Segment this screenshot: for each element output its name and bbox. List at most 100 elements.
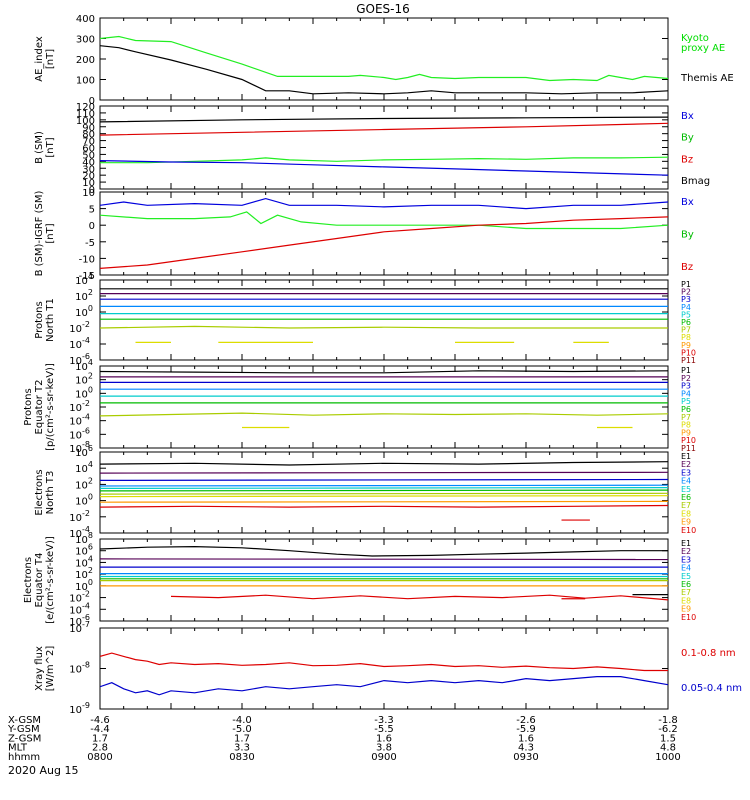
footer-table: X-GSM -4.6 -4.0 -3.3 -2.6 -1.8 Y-GSM -4.4 -5.0 -5… bbox=[7, 715, 681, 763]
footer-value: -3.3 bbox=[374, 715, 394, 726]
series-line-e7 bbox=[100, 492, 668, 495]
series-line-e6 bbox=[100, 489, 668, 492]
y-tick-label: 100 bbox=[75, 493, 93, 508]
y-tick-label: 300 bbox=[76, 35, 95, 46]
footer-value: 4.3 bbox=[518, 743, 534, 754]
footer-value: -5.5 bbox=[374, 724, 394, 735]
y-axis-label: Xray flux bbox=[34, 646, 45, 691]
series-line-e2 bbox=[100, 558, 668, 561]
y-axis-label: [nT] bbox=[45, 137, 56, 157]
series-line-bx bbox=[100, 197, 668, 210]
legend-entry: E4 bbox=[681, 477, 691, 486]
legend-entry: P8 bbox=[681, 333, 691, 342]
y-axis-label: Electrons bbox=[23, 557, 34, 603]
legend-entry: P5 bbox=[681, 397, 691, 406]
legend-entry: P4 bbox=[681, 303, 691, 312]
legend-entry: E8 bbox=[681, 596, 691, 605]
y-axis-label: Electrons bbox=[34, 469, 45, 515]
series-line-e1 bbox=[100, 461, 668, 466]
panel-frame bbox=[99, 365, 669, 449]
legend-entry: E4 bbox=[681, 564, 691, 573]
legend-entry: E7 bbox=[681, 501, 691, 510]
series-line-e3 bbox=[100, 478, 668, 481]
legend-entry: Kyoto bbox=[681, 33, 709, 44]
y-tick-label: 90 bbox=[82, 123, 95, 134]
legend-entry: P7 bbox=[681, 326, 691, 335]
series-group bbox=[100, 370, 668, 429]
footer-value: 1.7 bbox=[92, 733, 108, 744]
legend-entry: P2 bbox=[681, 374, 691, 383]
footer-row-label: hhmm bbox=[8, 752, 40, 763]
legend-entry: E1 bbox=[681, 452, 691, 461]
footer-value: -2.6 bbox=[516, 715, 536, 726]
legend-entry: P8 bbox=[681, 421, 691, 430]
legend-entry: E2 bbox=[681, 460, 691, 469]
y-tick-label: 100 bbox=[76, 116, 95, 127]
chart-title: GOES-16 bbox=[356, 2, 410, 16]
footer-value: 3.8 bbox=[376, 743, 392, 754]
y-axis-label: [W/m^2] bbox=[45, 646, 56, 692]
y-axis-label: [p/(cm²-s-sr-keV)] bbox=[45, 363, 56, 451]
legend-entry: By bbox=[681, 230, 694, 241]
series-line-0-1-0-8-nm bbox=[100, 652, 668, 672]
y-tick-label: 110 bbox=[76, 109, 95, 120]
y-tick-label: 70 bbox=[82, 137, 95, 148]
panel-bsmigrf: -15 -10 -5 0 5 10 B (SM)-IGRF (SM) [nT] Bx By Bz bbox=[34, 188, 694, 282]
series-line-p1 bbox=[100, 370, 668, 374]
footer-value: -1.8 bbox=[658, 715, 678, 726]
series-group bbox=[100, 116, 668, 176]
y-axis-label: Equator T2 bbox=[34, 380, 45, 435]
y-axis-label: B (SM)-IGRF (SM) bbox=[34, 191, 45, 277]
y-tick-label: 80 bbox=[82, 130, 95, 141]
series-group bbox=[100, 288, 668, 343]
date-label: 2020 Aug 15 bbox=[8, 764, 78, 777]
y-tick-label: 104 bbox=[75, 460, 93, 475]
footer-value: -5.0 bbox=[232, 724, 252, 735]
y-tick-label: 10-8 bbox=[69, 661, 90, 676]
panel-frame bbox=[99, 451, 669, 534]
y-tick-label: 10 bbox=[82, 178, 95, 189]
y-axis-label: Protons bbox=[34, 301, 45, 338]
y-tick-label: 200 bbox=[76, 55, 95, 66]
legend-entry: P5 bbox=[681, 310, 691, 319]
legend-entry: P4 bbox=[681, 389, 691, 398]
y-tick-label: 0 bbox=[89, 221, 95, 232]
series-line-by bbox=[100, 211, 668, 230]
legend-entry: proxy AE bbox=[681, 43, 725, 54]
series-line-e5 bbox=[100, 487, 668, 489]
legend-entry: By bbox=[681, 133, 694, 144]
y-tick-label: 400 bbox=[76, 14, 95, 25]
series-line-by bbox=[100, 156, 668, 164]
legend-entry: P6 bbox=[681, 405, 691, 414]
y-tick-label: 5 bbox=[89, 205, 95, 216]
legend-entry: Bx bbox=[681, 111, 694, 122]
y-tick-label: 20 bbox=[82, 171, 95, 182]
footer-value: -5.9 bbox=[516, 724, 536, 735]
footer-value: 1.6 bbox=[518, 733, 534, 744]
series-line-p7 bbox=[100, 325, 668, 329]
legend-entry: E8 bbox=[681, 509, 691, 518]
legend-entry: E10 bbox=[681, 613, 696, 622]
legend-entry: E5 bbox=[681, 572, 691, 581]
footer-row-label: X-GSM bbox=[8, 715, 41, 726]
y-axis-label: Equator T4 bbox=[34, 553, 45, 608]
legend-entry: P10 bbox=[681, 436, 696, 445]
legend-entry: E5 bbox=[681, 485, 691, 494]
legend-entry: P9 bbox=[681, 341, 691, 350]
y-tick-label: 30 bbox=[82, 164, 95, 175]
panel-frame bbox=[99, 627, 669, 710]
footer-row-label: Z-GSM bbox=[8, 733, 41, 744]
series-line-e8 bbox=[100, 495, 668, 498]
legend-entry: E7 bbox=[681, 588, 691, 597]
legend-entry: 0.05-0.4 nm bbox=[681, 683, 742, 694]
y-tick-label: 10-2 bbox=[69, 509, 90, 524]
y-tick-label: 10 bbox=[82, 188, 95, 199]
series-line-e4 bbox=[100, 484, 668, 487]
panel-frame bbox=[99, 279, 669, 361]
